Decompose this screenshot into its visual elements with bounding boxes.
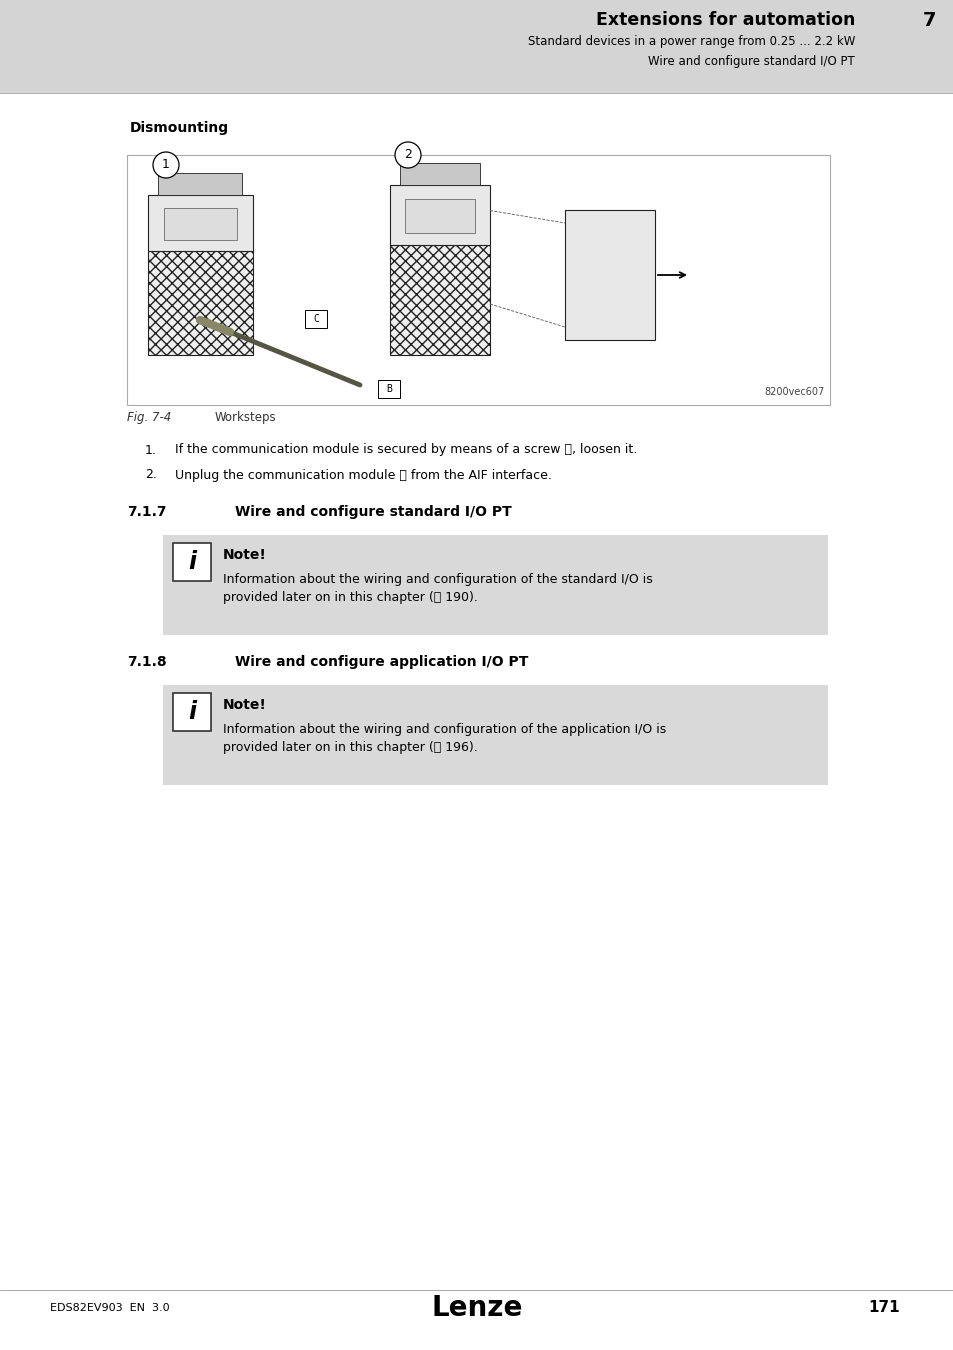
Text: EDS82EV903  EN  3.0: EDS82EV903 EN 3.0 — [50, 1303, 170, 1314]
Bar — [164, 208, 237, 240]
Bar — [148, 251, 253, 355]
Text: Dismounting: Dismounting — [130, 122, 229, 135]
Text: provided later on in this chapter (⎙ 196).: provided later on in this chapter (⎙ 196… — [223, 741, 477, 755]
Text: Unplug the communication module Ⓑ from the AIF interface.: Unplug the communication module Ⓑ from t… — [174, 468, 551, 482]
Text: C: C — [313, 315, 318, 324]
Text: Information about the wiring and configuration of the application I/O is: Information about the wiring and configu… — [223, 724, 665, 737]
Text: Note!: Note! — [223, 548, 267, 562]
Text: 1: 1 — [162, 158, 170, 171]
Bar — [163, 535, 827, 634]
Circle shape — [395, 142, 420, 167]
Bar — [377, 379, 399, 398]
Text: Extensions for automation: Extensions for automation — [595, 11, 854, 28]
Text: 7.1.7: 7.1.7 — [127, 505, 167, 518]
Text: Wire and configure standard I/O PT: Wire and configure standard I/O PT — [648, 54, 854, 68]
Bar — [405, 198, 475, 232]
Text: If the communication module is secured by means of a screw Ⓒ, loosen it.: If the communication module is secured b… — [174, 444, 637, 456]
Bar — [163, 684, 827, 784]
Text: Fig. 7-4: Fig. 7-4 — [127, 412, 172, 424]
Text: Standard devices in a power range from 0.25 ... 2.2 kW: Standard devices in a power range from 0… — [527, 35, 854, 49]
Bar — [0, 0, 953, 93]
Text: Wire and configure application I/O PT: Wire and configure application I/O PT — [234, 655, 528, 670]
Text: 8200vec607: 8200vec607 — [764, 387, 824, 397]
Bar — [172, 543, 211, 580]
Text: Information about the wiring and configuration of the standard I/O is: Information about the wiring and configu… — [223, 574, 652, 586]
Bar — [564, 211, 655, 340]
Bar — [158, 173, 242, 194]
Bar — [399, 163, 479, 185]
Text: provided later on in this chapter (⎙ 190).: provided later on in this chapter (⎙ 190… — [223, 591, 477, 605]
Bar — [172, 693, 211, 730]
Text: 7.1.8: 7.1.8 — [127, 655, 167, 670]
Bar — [390, 244, 490, 355]
Text: i: i — [188, 701, 196, 724]
Text: B: B — [386, 383, 392, 394]
Text: 1.: 1. — [145, 444, 156, 456]
Text: 2: 2 — [404, 148, 412, 162]
Text: Wire and configure standard I/O PT: Wire and configure standard I/O PT — [234, 505, 511, 518]
Text: 7: 7 — [923, 11, 936, 30]
Bar — [127, 155, 829, 405]
Text: Lenze: Lenze — [431, 1295, 522, 1322]
Circle shape — [152, 153, 179, 178]
Bar — [390, 185, 490, 244]
Text: i: i — [188, 549, 196, 574]
Bar — [148, 194, 253, 251]
Text: 2.: 2. — [145, 468, 156, 482]
Bar — [305, 310, 327, 328]
Text: Worksteps: Worksteps — [214, 412, 276, 424]
Text: Note!: Note! — [223, 698, 267, 711]
Text: 171: 171 — [867, 1300, 899, 1315]
